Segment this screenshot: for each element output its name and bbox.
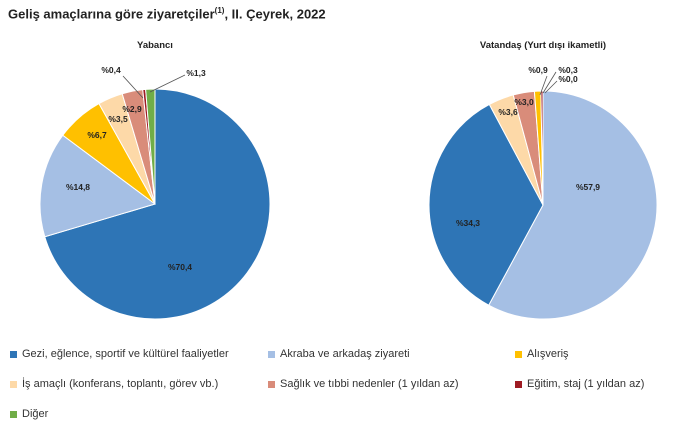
legend-label-diger: Diğer [22, 408, 49, 420]
pie-slice-0-gezi [44, 88, 271, 320]
pie-slice-0-akraba [39, 134, 157, 238]
pie-title-1: Vatandaş (Yurt dışı ikametli) [480, 40, 606, 51]
data-label-0-akraba: %14,8 [66, 182, 90, 192]
chart-title-footnote: (1) [214, 6, 225, 15]
pie-charts: Yabancı %70,4 %14,8 %6,7%3,5%2,9 %0,4 %1,3 Vat… [39, 40, 658, 320]
legend-item-is: İş amaçlı (konferans, toplantı, görev vb… [10, 378, 218, 390]
data-label-1-saglik: %3,0 [514, 97, 534, 107]
chart-title: Geliş amaçlarına göre ziyaretçiler(1), I… [8, 6, 326, 21]
legend-swatch-egitim [515, 380, 522, 388]
legend-label-is: İş amaçlı (konferans, toplantı, görev vb… [22, 378, 219, 390]
legend-label-alisveris: Alışveriş [527, 348, 569, 360]
legend-item-gezi: Gezi, eğlence, sportif ve kültürel faali… [10, 348, 229, 360]
data-label-1-is: %3,6 [498, 107, 518, 117]
legend-item-saglik: Sağlık ve tıbbi nedenler (1 yıldan az) [268, 378, 459, 390]
legend-swatch-gezi [10, 350, 17, 358]
legend-label-gezi: Gezi, eğlence, sportif ve kültürel faali… [22, 348, 229, 360]
legend-label-akraba: Akraba ve arkadaş ziyareti [280, 348, 410, 360]
legend-swatch-alisveris [515, 350, 522, 358]
chart-title-text: Geliş amaçlarına göre ziyaretçiler [8, 6, 215, 22]
pie-slice-1-gezi [428, 103, 544, 306]
pie-slice-0-diger [145, 88, 156, 205]
legend-item-egitim: Eğitim, staj (1 yıldan az) [515, 378, 644, 390]
data-label-0-saglik: %2,9 [122, 104, 142, 114]
chart-title-suffix: , II. Çeyrek, 2022 [224, 6, 326, 22]
data-label-1-egitim: %0,3 [558, 65, 578, 75]
data-label-0-alisveris: %6,7 [87, 130, 107, 140]
legend-swatch-saglik [268, 380, 275, 388]
leader-line-1-alisveris [539, 75, 548, 96]
pie-slice-1-akraba [488, 90, 658, 320]
pie-slice-1-egitim [540, 90, 544, 206]
legend-swatch-is [10, 380, 17, 388]
leader-line-1-diger [544, 80, 558, 94]
legend-item-alisveris: Alışveriş [515, 348, 569, 360]
legend-item-akraba: Akraba ve arkadaş ziyareti [268, 348, 410, 360]
data-label-1-akraba: %57,9 [576, 182, 600, 192]
leader-line-1-egitim [542, 71, 557, 94]
data-label-0-egitim: %0,4 [101, 65, 121, 75]
legend-label-saglik: Sağlık ve tıbbi nedenler (1 yıldan az) [280, 378, 459, 390]
leader-line-0-egitim [122, 75, 144, 99]
legend-item-diger: Diğer [10, 408, 48, 420]
legend-swatch-akraba [268, 350, 275, 358]
data-label-1-alisveris: %0,9 [528, 65, 548, 75]
data-label-0-is: %3,5 [108, 114, 128, 124]
legend-label-egitim: Eğitim, staj (1 yıldan az) [527, 378, 645, 390]
leader-line-0-diger [149, 74, 186, 93]
data-label-1-gezi: %34,3 [456, 218, 480, 228]
data-label-1-diger: %0,0 [558, 74, 578, 84]
data-label-0-diger: %1,3 [186, 68, 206, 78]
data-label-0-gezi: %70,4 [168, 262, 192, 272]
legend-swatch-diger [10, 410, 17, 418]
pie-title-0: Yabancı [137, 40, 173, 51]
